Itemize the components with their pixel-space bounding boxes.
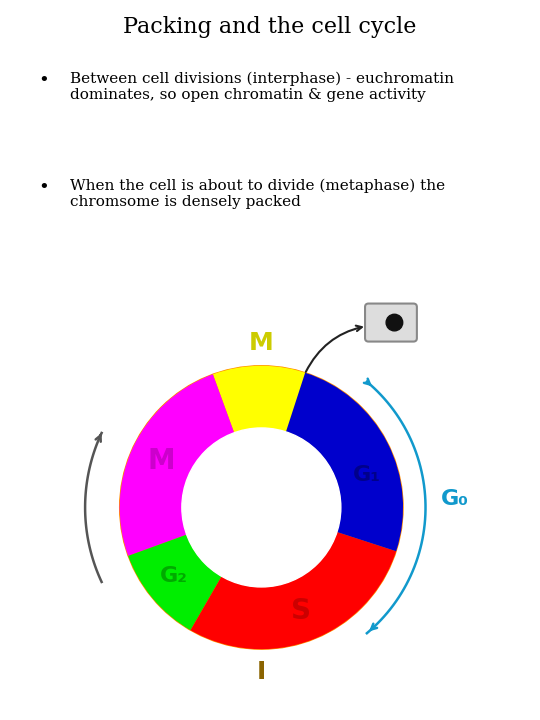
Wedge shape — [213, 366, 310, 433]
Text: When the cell is about to divide (metaphase) the
chromsome is densely packed: When the cell is about to divide (metaph… — [70, 178, 445, 209]
Circle shape — [386, 314, 403, 331]
FancyBboxPatch shape — [365, 304, 417, 341]
Text: I: I — [256, 660, 266, 683]
Text: •: • — [38, 178, 49, 196]
Text: Between cell divisions (interphase) - euchromatin
dominates, so open chromatin &: Between cell divisions (interphase) - eu… — [70, 71, 454, 102]
Text: •: • — [38, 71, 49, 89]
Wedge shape — [286, 373, 403, 552]
Text: M: M — [249, 331, 274, 355]
Text: G₂: G₂ — [160, 565, 188, 585]
Text: Packing and the cell cycle: Packing and the cell cycle — [123, 16, 417, 38]
Text: S: S — [291, 597, 311, 625]
Text: G₀: G₀ — [441, 489, 469, 509]
Wedge shape — [128, 535, 221, 630]
Text: G₁: G₁ — [353, 465, 381, 485]
Wedge shape — [120, 374, 234, 556]
Text: M: M — [147, 446, 175, 474]
Wedge shape — [191, 532, 396, 649]
Circle shape — [182, 428, 341, 587]
Circle shape — [120, 366, 403, 649]
